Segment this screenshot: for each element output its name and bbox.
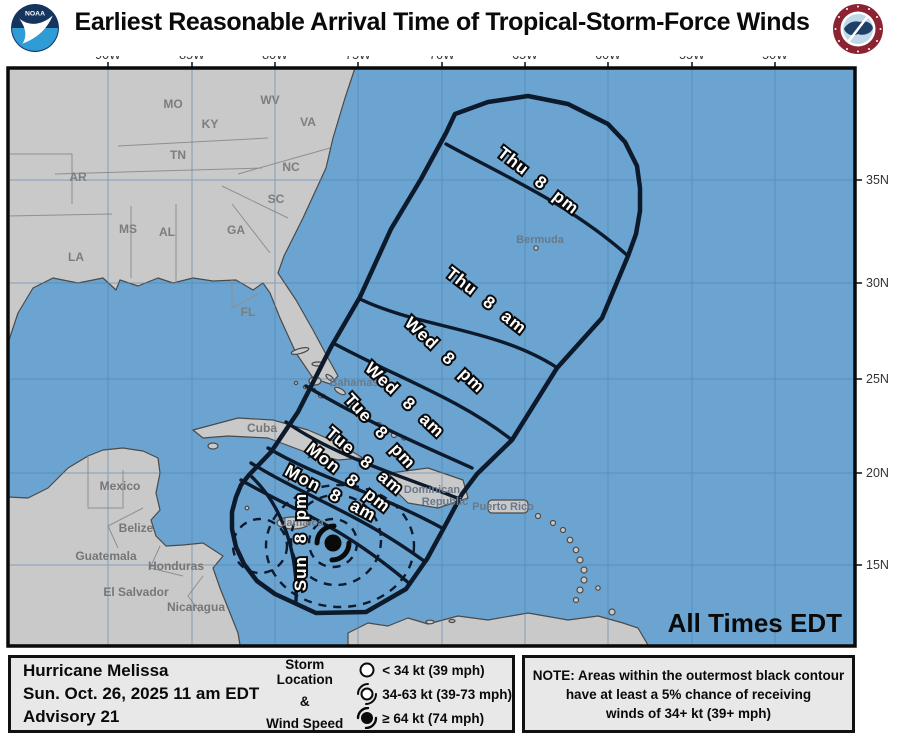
nws-logo (832, 3, 884, 60)
noaa-logo: NOAA (10, 3, 60, 58)
note-line-1: NOTE: Areas within the outermost black c… (532, 667, 845, 683)
tropical-storm-icon (357, 683, 378, 705)
label-nc: NC (282, 160, 300, 174)
label-guatemala: Guatemala (75, 549, 137, 563)
label-dominican: Dominican (404, 484, 461, 496)
us-mainland (7, 67, 356, 385)
lon-tick: 55W (679, 56, 705, 62)
lon-tick: 85W (179, 56, 205, 62)
legend-row-ts: 34-63 kt (39-73 mph) (356, 683, 512, 705)
lon-tick: 70W (429, 56, 455, 62)
label-tn: TN (170, 148, 186, 162)
note-line-3: winds of 34+ kt (39+ mph) (605, 705, 772, 721)
label-puerto-rico: Puerto Rico (472, 501, 534, 513)
label-el-salvador: El Salvador (103, 585, 169, 599)
legend-label-hurricane: ≥ 64 kt (74 mph) (382, 710, 485, 726)
legend-label-ts: 34-63 kt (39-73 mph) (382, 686, 512, 702)
label-fl: FL (241, 305, 256, 319)
label-al: AL (159, 225, 175, 239)
lon-tick: 65W (512, 56, 538, 62)
lon-tick: 75W (345, 56, 371, 62)
map-frame (6, 66, 857, 648)
label-jamaica: Jamaica (280, 517, 324, 529)
legend-line-amp: & (299, 694, 310, 709)
divider-thu-8am (358, 297, 558, 369)
lesser-antilles-islands (534, 512, 616, 616)
divider-tue-8am (266, 446, 444, 530)
advisory-number: Advisory 21 (23, 707, 120, 726)
wind-radii-dashed-contours (231, 483, 416, 609)
hurricane-icon (356, 707, 378, 729)
lon-tick: 60W (595, 56, 621, 62)
note-box: NOTE: Areas within the outermost black c… (522, 655, 855, 733)
divider-thu-8pm (444, 142, 630, 258)
legend-label-td: < 34 kt (39 mph) (382, 662, 485, 678)
arrival-time-contours (229, 93, 643, 616)
legend-row-hurricane: ≥ 64 kt (74 mph) (356, 707, 512, 729)
label-cuba: Cuba (247, 421, 277, 435)
hurricane-symbol (314, 523, 352, 563)
label-wv: WV (260, 93, 279, 107)
longitude-labels: 90W 85W 80W 75W 70W 65W 60W 55W 50W (95, 56, 788, 62)
forecast-map: MO WV VA KY TN NC AR SC MS AL GA LA FL M… (6, 56, 889, 648)
axis-ticks (107, 62, 862, 566)
lat-tick: 25N (866, 372, 889, 386)
label-bermuda: Bermuda (516, 234, 565, 246)
lat-tick: 15N (866, 558, 889, 572)
label-sc: SC (268, 192, 285, 206)
page-title: Earliest Reasonable Arrival Time of Trop… (74, 8, 810, 36)
divider-mon-8pm (249, 461, 426, 563)
header: NOAA Earliest Reasonable Arrival Time of… (0, 0, 897, 56)
legend-line-wind-speed: Wind Speed (266, 716, 344, 731)
label-ar: AR (69, 170, 87, 184)
storm-name: Hurricane Melissa (23, 661, 169, 680)
graticule (8, 68, 855, 646)
lon-tick: 80W (262, 56, 288, 62)
label-bahamas: Bahamas (330, 377, 379, 389)
puerto-rico-island (487, 499, 529, 514)
label-ga: GA (227, 223, 245, 237)
arrival-label-sun-8pm: Sun 8 pm (291, 493, 310, 592)
bermuda-island (533, 245, 539, 251)
lon-tick: 90W (95, 56, 121, 62)
lat-tick: 20N (866, 466, 889, 480)
storm-info: Hurricane Melissa Sun. Oct. 26, 2025 11 … (11, 661, 259, 727)
lat-tick: 30N (866, 276, 889, 290)
storm-info-box: Hurricane Melissa Sun. Oct. 26, 2025 11 … (8, 655, 515, 733)
outer-contour (229, 93, 643, 616)
advisory-datetime: Sun. Oct. 26, 2025 11 am EDT (23, 684, 260, 703)
lon-tick: 50W (762, 56, 788, 62)
open-circle-icon (359, 662, 375, 678)
label-ms: MS (119, 222, 137, 236)
all-times-edt-label: All Times EDT (668, 608, 842, 638)
divider-mon-8am (239, 478, 412, 586)
label-mexico: Mexico (100, 479, 141, 493)
label-belize: Belize (119, 521, 154, 535)
label-ky: KY (202, 117, 219, 131)
legend-row-td: < 34 kt (39 mph) (356, 659, 512, 681)
noaa-logo-text: NOAA (25, 11, 45, 18)
latitude-labels: 35N 30N 25N 20N 15N (866, 173, 889, 572)
divider-tue-8pm (284, 420, 459, 500)
divider-wed-8pm (331, 341, 514, 442)
label-nicaragua: Nicaragua (167, 600, 225, 614)
divider-wed-8am (304, 384, 474, 470)
label-la: LA (68, 250, 84, 264)
south-america (347, 612, 649, 646)
label-mo: MO (163, 97, 182, 111)
place-labels: MO WV VA KY TN NC AR SC MS AL GA LA FL M… (68, 93, 565, 614)
label-va: VA (300, 115, 316, 129)
wind-speed-legend: < 34 kt (39 mph) 34-63 kt (39-73 mph) ≥ … (356, 659, 512, 729)
divider-sun-8pm (250, 475, 298, 603)
storm-location-wind-speed-heading: Storm Location & Wind Speed (259, 657, 350, 731)
political-borders (7, 137, 331, 613)
note-line-2: have at least a 5% chance of receiving (565, 686, 812, 702)
legend-line-storm-location: Storm Location (276, 657, 333, 687)
lat-tick: 35N (866, 173, 889, 187)
label-republic: Republic (422, 496, 468, 508)
label-honduras: Honduras (148, 559, 204, 573)
